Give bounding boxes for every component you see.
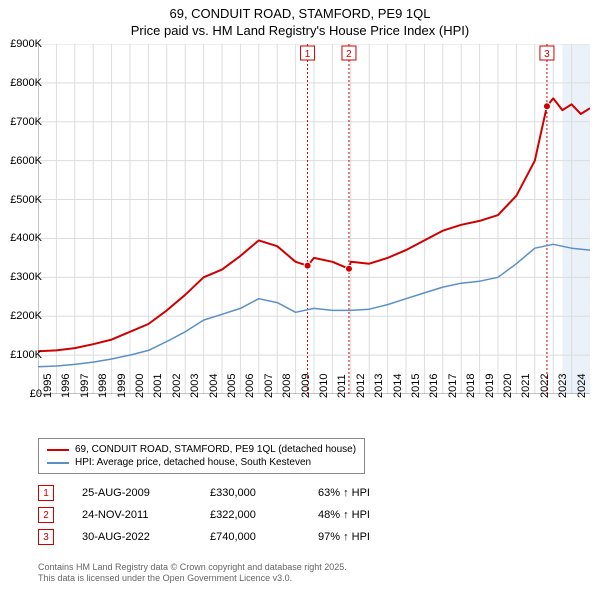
x-tick-label: 2018 — [465, 374, 477, 398]
x-tick-label: 2008 — [281, 374, 293, 398]
x-tick-label: 1997 — [79, 374, 91, 398]
legend-item: HPI: Average price, detached house, Sout… — [47, 456, 356, 469]
x-tick-label: 2001 — [152, 374, 164, 398]
x-tick-label: 2014 — [392, 374, 404, 398]
x-tick-label: 2017 — [447, 374, 459, 398]
sale-price: £330,000 — [210, 487, 290, 499]
footer-line-2: This data is licensed under the Open Gov… — [38, 573, 347, 584]
y-tick-label: £200K — [2, 310, 42, 322]
x-tick-label: 2003 — [189, 374, 201, 398]
title-line-2: Price paid vs. HM Land Registry's House … — [0, 23, 600, 40]
x-tick-label: 1999 — [116, 374, 128, 398]
sale-hpi: 63% ↑ HPI — [318, 487, 408, 499]
y-tick-label: £900K — [2, 38, 42, 50]
sale-date: 25-AUG-2009 — [82, 487, 182, 499]
sale-hpi: 97% ↑ HPI — [318, 531, 408, 543]
y-tick-label: £600K — [2, 155, 42, 167]
x-tick-label: 1995 — [42, 374, 54, 398]
legend-swatch — [47, 462, 69, 464]
sale-price: £740,000 — [210, 531, 290, 543]
x-tick-label: 2019 — [484, 374, 496, 398]
x-tick-label: 1998 — [97, 374, 109, 398]
sales-row: 2 24-NOV-2011 £322,000 48% ↑ HPI — [38, 504, 408, 526]
sale-badge: 3 — [38, 529, 54, 545]
sale-price: £322,000 — [210, 509, 290, 521]
legend-item: 69, CONDUIT ROAD, STAMFORD, PE9 1QL (det… — [47, 443, 356, 456]
x-tick-label: 2020 — [502, 374, 514, 398]
x-tick-label: 2022 — [539, 374, 551, 398]
svg-text:2: 2 — [346, 49, 352, 60]
x-tick-label: 2023 — [557, 374, 569, 398]
x-tick-label: 2005 — [226, 374, 238, 398]
x-tick-label: 2010 — [318, 374, 330, 398]
x-tick-label: 2009 — [300, 374, 312, 398]
x-tick-label: 1996 — [60, 374, 72, 398]
x-tick-label: 2000 — [134, 374, 146, 398]
y-tick-label: £100K — [2, 349, 42, 361]
x-tick-label: 2015 — [410, 374, 422, 398]
y-tick-label: £700K — [2, 116, 42, 128]
x-tick-label: 2012 — [355, 374, 367, 398]
sales-row: 1 25-AUG-2009 £330,000 63% ↑ HPI — [38, 482, 408, 504]
sale-date: 24-NOV-2011 — [82, 509, 182, 521]
svg-text:3: 3 — [544, 49, 550, 60]
x-tick-label: 2007 — [263, 374, 275, 398]
x-tick-label: 2006 — [244, 374, 256, 398]
x-tick-label: 2016 — [428, 374, 440, 398]
legend-label: 69, CONDUIT ROAD, STAMFORD, PE9 1QL (det… — [75, 444, 356, 455]
legend-label: HPI: Average price, detached house, Sout… — [75, 457, 311, 468]
footer-line-1: Contains HM Land Registry data © Crown c… — [38, 562, 347, 573]
x-tick-label: 2004 — [208, 374, 220, 398]
chart-svg: 1 2 3 — [38, 44, 590, 394]
x-tick-label: 2002 — [171, 374, 183, 398]
x-tick-label: 2021 — [520, 374, 532, 398]
sale-badge: 1 — [38, 485, 54, 501]
sales-row: 3 30-AUG-2022 £740,000 97% ↑ HPI — [38, 526, 408, 548]
title-block: 69, CONDUIT ROAD, STAMFORD, PE9 1QL Pric… — [0, 0, 600, 40]
y-tick-label: £400K — [2, 232, 42, 244]
legend: 69, CONDUIT ROAD, STAMFORD, PE9 1QL (det… — [38, 438, 365, 474]
svg-text:1: 1 — [305, 49, 311, 60]
title-line-1: 69, CONDUIT ROAD, STAMFORD, PE9 1QL — [0, 6, 600, 23]
chart-area: 1 2 3 — [38, 44, 590, 394]
sale-date: 30-AUG-2022 — [82, 531, 182, 543]
y-tick-label: £800K — [2, 77, 42, 89]
x-tick-label: 2024 — [576, 374, 588, 398]
x-tick-label: 2013 — [373, 374, 385, 398]
sales-table: 1 25-AUG-2009 £330,000 63% ↑ HPI 2 24-NO… — [38, 482, 408, 548]
y-tick-label: £300K — [2, 271, 42, 283]
x-tick-label: 2011 — [336, 374, 348, 398]
y-tick-label: £0 — [2, 388, 42, 400]
chart-container: 69, CONDUIT ROAD, STAMFORD, PE9 1QL Pric… — [0, 0, 600, 590]
footer: Contains HM Land Registry data © Crown c… — [38, 562, 347, 585]
y-tick-label: £500K — [2, 194, 42, 206]
sale-hpi: 48% ↑ HPI — [318, 509, 408, 521]
sale-badge: 2 — [38, 507, 54, 523]
legend-swatch — [47, 449, 69, 451]
